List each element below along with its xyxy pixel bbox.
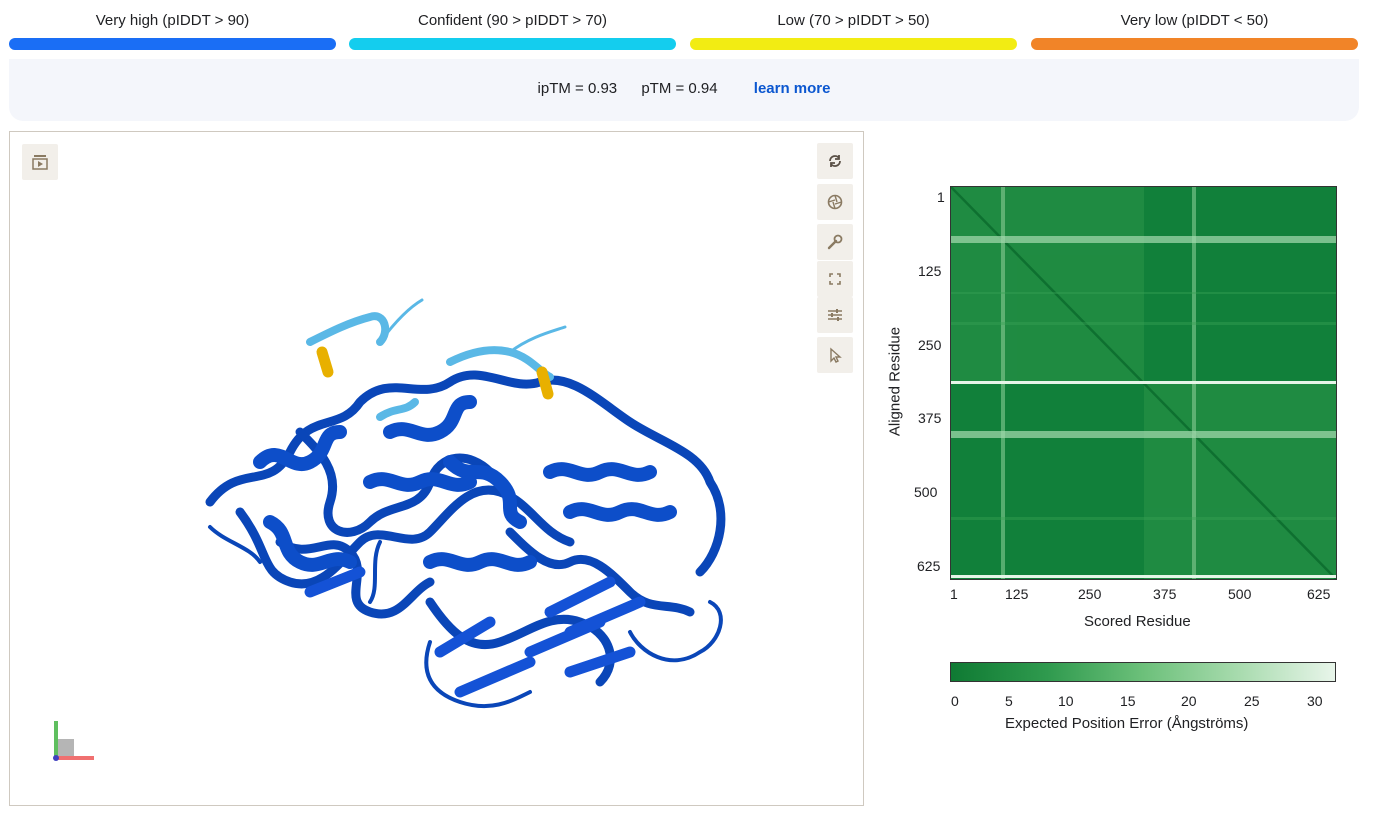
colorbar-title: Expected Position Error (Ångströms) xyxy=(1005,715,1249,732)
plddt-legend: Very high (pIDDT > 90) Confident (90 > p… xyxy=(9,8,1359,52)
ptm-score: pTM = 0.94 xyxy=(641,80,718,97)
colorbar-tick: 15 xyxy=(1120,693,1136,709)
x-tick: 125 xyxy=(1005,586,1029,602)
colorbar-tick: 20 xyxy=(1181,693,1197,709)
pae-colorbar xyxy=(950,662,1336,682)
legend-bar-confident xyxy=(349,38,676,50)
x-tick: 500 xyxy=(1228,586,1252,602)
legend-very-low: Very low (pIDDT < 50) xyxy=(1031,8,1358,52)
camera-icon xyxy=(827,194,843,210)
y-tick: 1 xyxy=(937,189,945,205)
axes-gizmo xyxy=(53,721,94,761)
iptm-score: ipTM = 0.93 xyxy=(537,80,618,97)
settings-button[interactable] xyxy=(817,297,853,333)
animation-button[interactable] xyxy=(22,144,58,180)
protein-structure[interactable] xyxy=(10,132,863,805)
pae-heatmap[interactable] xyxy=(950,186,1337,580)
cursor-icon xyxy=(830,347,842,363)
colorbar-tick: 30 xyxy=(1307,693,1323,709)
structure-viewer[interactable] xyxy=(9,131,864,806)
animation-icon xyxy=(32,155,48,170)
camera-button[interactable] xyxy=(817,184,853,220)
legend-label: Confident (90 > pIDDT > 70) xyxy=(418,12,607,29)
y-tick: 500 xyxy=(914,484,938,500)
legend-label: Very high (pIDDT > 90) xyxy=(95,12,250,29)
legend-very-high: Very high (pIDDT > 90) xyxy=(9,8,336,52)
y-tick: 125 xyxy=(918,263,942,279)
fullscreen-button[interactable] xyxy=(817,261,853,297)
colorbar-tick: 25 xyxy=(1244,693,1260,709)
rotate-icon xyxy=(829,155,841,167)
legend-confident: Confident (90 > pIDDT > 70) xyxy=(349,8,676,52)
x-tick: 375 xyxy=(1153,586,1177,602)
learn-more-link[interactable]: learn more xyxy=(753,80,831,97)
pae-y-axis-title: Aligned Residue xyxy=(886,326,904,437)
legend-low: Low (70 > pIDDT > 50) xyxy=(690,8,1017,52)
legend-label: Low (70 > pIDDT > 50) xyxy=(777,12,930,29)
legend-bar-very-low xyxy=(1031,38,1358,50)
fullscreen-icon xyxy=(829,273,841,285)
pae-matrix xyxy=(951,187,1336,579)
y-tick: 625 xyxy=(917,558,941,574)
pae-x-axis-title: Scored Residue xyxy=(1084,613,1191,630)
x-tick: 625 xyxy=(1307,586,1331,602)
colorbar-tick: 0 xyxy=(951,693,959,709)
settings-sliders-icon xyxy=(828,309,842,321)
score-row: ipTM = 0.93 pTM = 0.94 learn more xyxy=(9,80,1359,97)
colorbar-tick: 10 xyxy=(1058,693,1074,709)
tools-button[interactable] xyxy=(817,224,853,260)
legend-label: Very low (pIDDT < 50) xyxy=(1120,12,1269,29)
legend-bar-very-high xyxy=(9,38,336,50)
x-tick: 1 xyxy=(950,586,958,602)
score-panel: ipTM = 0.93 pTM = 0.94 learn more xyxy=(9,59,1359,121)
rotate-button[interactable] xyxy=(817,143,853,179)
colorbar-tick: 5 xyxy=(1005,693,1013,709)
wrench-icon xyxy=(827,234,843,250)
x-tick: 250 xyxy=(1078,586,1102,602)
y-tick: 375 xyxy=(918,410,942,426)
select-button[interactable] xyxy=(817,337,853,373)
legend-bar-low xyxy=(690,38,1017,50)
y-tick: 250 xyxy=(918,337,942,353)
